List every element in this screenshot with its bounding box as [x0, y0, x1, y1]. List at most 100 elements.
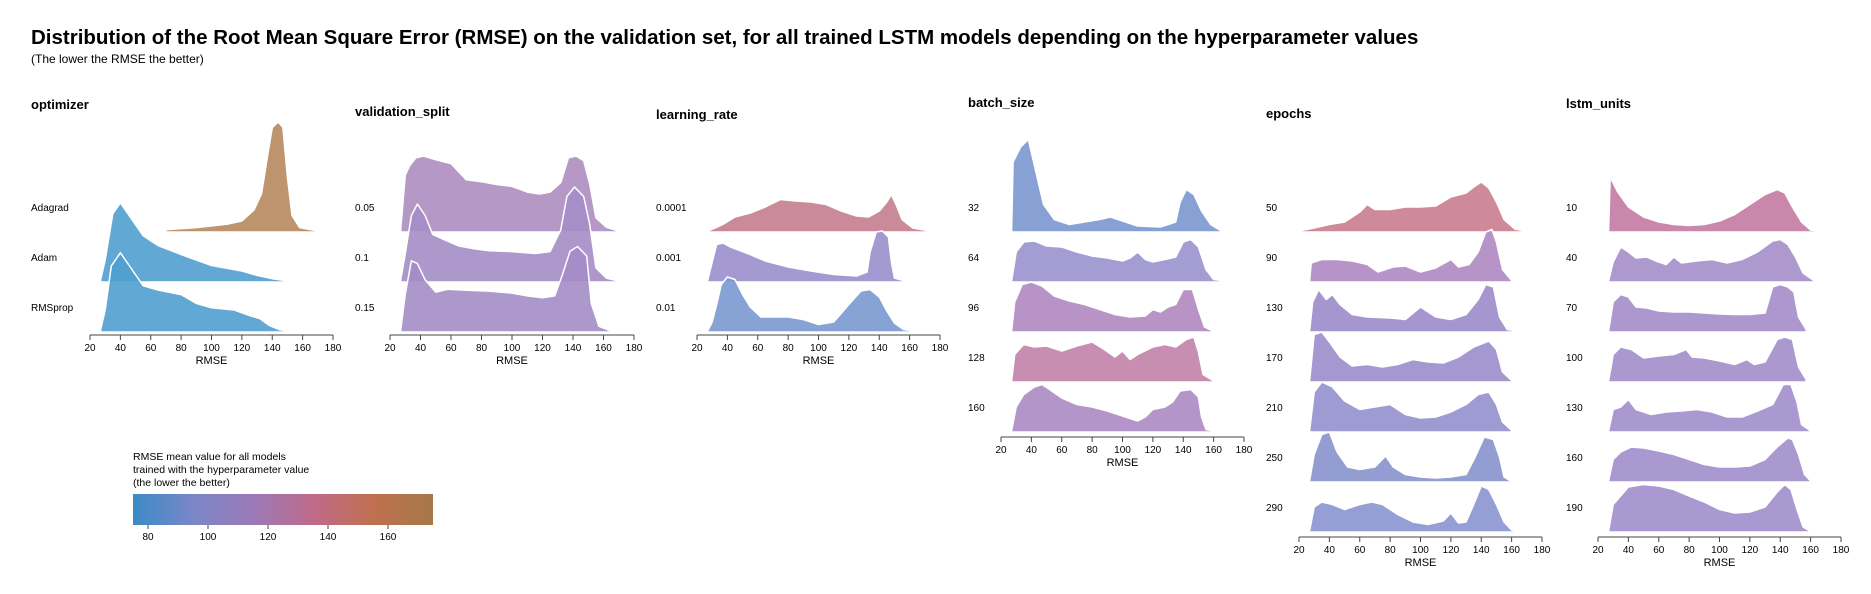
x-tick-label-learning-rate-20: 20: [691, 343, 703, 354]
x-tick-label-batch-size-180: 180: [1236, 445, 1253, 456]
x-tick-label-epochs-180: 180: [1534, 545, 1551, 556]
row-label-lstm-units-0: 10: [1566, 203, 1578, 214]
row-label-epochs-6: 290: [1266, 503, 1283, 514]
ridge-area-epochs-1: [1308, 228, 1513, 283]
row-label-learning-rate-2: 0.01: [656, 303, 676, 314]
x-tick-label-learning-rate-160: 160: [901, 343, 918, 354]
x-tick-label-lstm-units-180: 180: [1833, 545, 1850, 556]
x-tick-label-optimizer-100: 100: [203, 343, 220, 354]
legend-tick-label-120: 120: [260, 532, 277, 543]
ridge-area-optimizer-0: [165, 121, 319, 233]
x-tick-label-epochs-160: 160: [1503, 545, 1520, 556]
row-label-lstm-units-2: 70: [1566, 303, 1578, 314]
x-tick-label-learning-rate-140: 140: [871, 343, 888, 354]
legend-title-line-2: (the lower the better): [133, 477, 230, 489]
x-tick-label-batch-size-160: 160: [1205, 445, 1222, 456]
row-label-epochs-5: 250: [1266, 453, 1283, 464]
row-label-epochs-3: 170: [1266, 353, 1283, 364]
ridge-area-epochs-5: [1308, 431, 1513, 483]
row-label-lstm-units-3: 100: [1566, 353, 1583, 364]
ridge-area-optimizer-1: [99, 202, 327, 283]
ridge-area-epochs-3: [1308, 331, 1513, 383]
x-tick-label-learning-rate-60: 60: [752, 343, 764, 354]
x-tick-label-validation-split-120: 120: [534, 343, 551, 354]
x-tick-label-learning-rate-100: 100: [810, 343, 827, 354]
row-label-batch-size-2: 96: [968, 303, 980, 314]
row-label-epochs-2: 130: [1266, 303, 1283, 314]
x-tick-label-lstm-units-40: 40: [1623, 545, 1635, 556]
chart-title: Distribution of the Root Mean Square Err…: [31, 26, 1419, 49]
x-tick-label-validation-split-180: 180: [626, 343, 643, 354]
ridge-area-batch-size-4: [1010, 383, 1218, 433]
legend-tick-label-140: 140: [320, 532, 337, 543]
x-tick-label-optimizer-60: 60: [145, 343, 157, 354]
row-label-epochs-0: 50: [1266, 203, 1278, 214]
x-tick-label-lstm-units-80: 80: [1684, 545, 1696, 556]
x-tick-label-batch-size-20: 20: [995, 445, 1007, 456]
x-tick-label-batch-size-80: 80: [1087, 445, 1099, 456]
ridge-area-learning-rate-2: [706, 276, 918, 333]
row-label-epochs-1: 90: [1266, 253, 1278, 264]
x-axis-title-lstm-units: RMSE: [1704, 557, 1736, 569]
x-tick-label-lstm-units-20: 20: [1592, 545, 1604, 556]
row-label-batch-size-1: 64: [968, 253, 980, 264]
x-axis-title-learning-rate: RMSE: [803, 355, 835, 367]
x-axis-title-optimizer: RMSE: [196, 355, 228, 367]
x-tick-label-learning-rate-80: 80: [783, 343, 795, 354]
legend-tick-label-80: 80: [142, 532, 154, 543]
legend-title-line-1: trained with the hyperparameter value: [133, 464, 309, 476]
x-tick-label-optimizer-120: 120: [234, 343, 251, 354]
ridge-area-epochs-0: [1298, 181, 1528, 233]
panel-title-lstm-units: lstm_units: [1566, 96, 1631, 111]
x-tick-label-batch-size-140: 140: [1175, 445, 1192, 456]
row-label-lstm-units-5: 160: [1566, 453, 1583, 464]
panel-title-validation-split: validation_split: [355, 104, 450, 119]
x-tick-label-validation-split-40: 40: [415, 343, 427, 354]
row-label-batch-size-4: 160: [968, 403, 985, 414]
row-label-batch-size-3: 128: [968, 353, 985, 364]
row-label-lstm-units-6: 190: [1566, 503, 1583, 514]
ridge-area-epochs-4: [1308, 381, 1513, 433]
x-tick-label-validation-split-100: 100: [504, 343, 521, 354]
ridge-area-batch-size-2: [1010, 281, 1215, 333]
x-axis-title-batch-size: RMSE: [1107, 457, 1139, 469]
x-tick-label-optimizer-80: 80: [176, 343, 188, 354]
x-tick-label-validation-split-140: 140: [565, 343, 582, 354]
x-tick-label-batch-size-120: 120: [1145, 445, 1162, 456]
x-tick-label-optimizer-140: 140: [264, 343, 281, 354]
x-tick-label-optimizer-40: 40: [115, 343, 127, 354]
legend-color-bar: [133, 494, 433, 525]
ridge-area-lstm-units-6: [1607, 483, 1812, 533]
x-axis-title-epochs: RMSE: [1405, 557, 1437, 569]
x-tick-label-epochs-60: 60: [1354, 545, 1366, 556]
x-tick-label-validation-split-160: 160: [595, 343, 612, 354]
x-tick-label-validation-split-60: 60: [445, 343, 457, 354]
row-label-epochs-4: 210: [1266, 403, 1283, 414]
ridge-area-lstm-units-0: [1607, 176, 1827, 233]
row-label-lstm-units-4: 130: [1566, 403, 1583, 414]
ridge-area-lstm-units-3: [1607, 336, 1807, 383]
x-tick-label-epochs-20: 20: [1293, 545, 1305, 556]
panel-title-epochs: epochs: [1266, 106, 1312, 121]
ridge-area-epochs-6: [1308, 485, 1520, 533]
ridge-area-learning-rate-0: [706, 193, 934, 233]
panel-title-optimizer: optimizer: [31, 97, 89, 112]
x-tick-label-optimizer-20: 20: [84, 343, 96, 354]
chart-subtitle: (The lower the RMSE the better): [31, 52, 204, 66]
row-label-optimizer-2: RMSprop: [31, 303, 74, 314]
x-tick-label-learning-rate-180: 180: [932, 343, 949, 354]
x-tick-label-lstm-units-140: 140: [1772, 545, 1789, 556]
row-label-optimizer-0: Adagrad: [31, 203, 69, 214]
ridge-area-lstm-units-4: [1607, 383, 1812, 433]
row-label-learning-rate-1: 0.001: [656, 253, 681, 264]
x-tick-label-epochs-80: 80: [1385, 545, 1397, 556]
ridge-area-validation-split-2: [399, 245, 612, 333]
ridge-area-optimizer-2: [99, 252, 296, 333]
row-label-validation-split-1: 0.1: [355, 253, 369, 264]
x-tick-label-epochs-140: 140: [1473, 545, 1490, 556]
ridge-area-validation-split-1: [399, 186, 620, 283]
row-label-validation-split-0: 0.05: [355, 203, 375, 214]
x-tick-label-epochs-40: 40: [1324, 545, 1336, 556]
x-tick-label-learning-rate-120: 120: [841, 343, 858, 354]
